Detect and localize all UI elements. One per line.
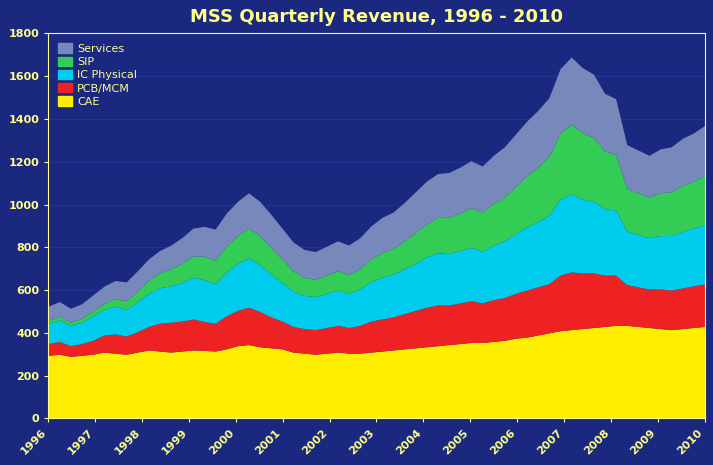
Legend: Services, SIP, IC Physical, PCB/MCM, CAE: Services, SIP, IC Physical, PCB/MCM, CAE [53,39,142,111]
Title: MSS Quarterly Revenue, 1996 - 2010: MSS Quarterly Revenue, 1996 - 2010 [190,8,563,27]
